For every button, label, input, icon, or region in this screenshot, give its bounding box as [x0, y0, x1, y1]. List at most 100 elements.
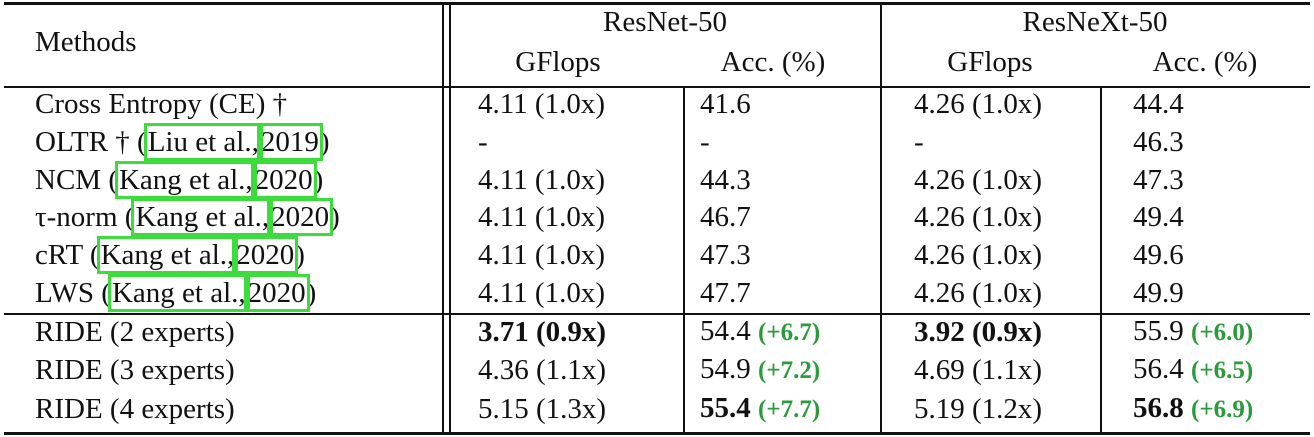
cell-value: -: [700, 126, 710, 158]
method-close: ): [313, 164, 324, 196]
cell-value: 49.6: [1133, 239, 1184, 271]
cell-value: 49.4: [1133, 201, 1184, 233]
cell-gain: (+7.2): [758, 357, 821, 384]
method: Cross Entropy (CE) †: [35, 87, 287, 121]
cell: 54.9 (+7.2): [700, 352, 820, 388]
cell-value: 47.3: [700, 239, 751, 271]
cell-value: -: [914, 126, 924, 158]
citation-author: Kang et al.,: [107, 274, 250, 312]
cell: -: [914, 125, 924, 159]
method: RIDE (3 experts): [35, 353, 235, 387]
cell-value: 4.26 (1.0x): [914, 277, 1043, 309]
cell-value: 5.19 (1.2x): [914, 393, 1043, 425]
cell: 47.3: [1133, 163, 1184, 197]
method: RIDE (4 experts): [35, 392, 235, 426]
method-name: τ-norm (: [35, 201, 135, 233]
header-column: GFlops: [515, 46, 601, 78]
cell: 47.7: [700, 276, 751, 310]
header-column: GFlops: [947, 46, 1033, 78]
citation-year: 2020: [267, 198, 334, 236]
cell: -: [478, 125, 488, 159]
rule: [683, 88, 685, 432]
cell: 46.7: [700, 200, 751, 234]
cell-value: 44.3: [700, 164, 751, 196]
cell: 56.8 (+6.9): [1133, 391, 1253, 427]
citation-year: 2020: [232, 236, 299, 274]
cell: 44.4: [1133, 87, 1184, 121]
cell: 4.26 (1.0x): [914, 163, 1042, 197]
citation-year: 2020: [243, 274, 310, 312]
cell-value: 47.7: [700, 277, 751, 309]
cell-value: 54.4: [700, 315, 751, 347]
method: NCM (Kang et al.,2020): [35, 161, 324, 199]
cell: 4.36 (1.1x): [478, 353, 606, 387]
cell: 47.3: [700, 238, 751, 272]
cell-value: 4.11 (1.0x): [478, 277, 605, 309]
cell-gain: (+6.5): [1191, 357, 1254, 384]
cell-value: 47.3: [1133, 164, 1184, 196]
method: τ-norm (Kang et al.,2020): [35, 198, 340, 236]
header-column: Acc. (%): [720, 46, 826, 78]
cell: 4.11 (1.0x): [478, 200, 605, 234]
cell-value: 56.8: [1133, 392, 1184, 424]
cell: 3.71 (0.9x): [478, 315, 606, 349]
rule: [4, 2, 1310, 5]
cell-value: 46.3: [1133, 126, 1184, 158]
cell-value: 4.11 (1.0x): [478, 164, 605, 196]
cell-value: 4.26 (1.0x): [914, 239, 1043, 271]
cell-value: -: [478, 126, 488, 158]
cell-value: 4.69 (1.1x): [914, 354, 1043, 386]
method-close: ): [319, 126, 330, 158]
cell: 4.11 (1.0x): [478, 238, 605, 272]
cell: 4.11 (1.0x): [478, 163, 605, 197]
cell-value: 5.15 (1.3x): [478, 393, 607, 425]
method: cRT (Kang et al.,2020): [35, 236, 305, 274]
cell-gain: (+7.7): [758, 396, 821, 423]
cell-value: 49.9: [1133, 277, 1184, 309]
method-close: ): [330, 201, 340, 233]
cell: 44.3: [700, 163, 751, 197]
cell: 49.4: [1133, 200, 1184, 234]
cell: 46.3: [1133, 125, 1184, 159]
cell: 55.4 (+7.7): [700, 391, 820, 427]
method: OLTR † (Liu et al.,2019): [35, 123, 330, 161]
cell-value: 3.92 (0.9x): [914, 316, 1043, 348]
method: RIDE (2 experts): [35, 315, 235, 349]
method-name: RIDE (4 experts): [35, 393, 235, 425]
cell: 4.26 (1.0x): [914, 87, 1042, 121]
citation-author: Kang et al.,: [96, 236, 239, 274]
cell-value: 3.71 (0.9x): [478, 316, 607, 348]
header-methods: Methods: [35, 26, 137, 58]
cell: 3.92 (0.9x): [914, 315, 1042, 349]
header-group: ResNet-50: [602, 6, 728, 38]
cell-gain: (+6.7): [758, 319, 821, 346]
cell: 4.11 (1.0x): [478, 87, 605, 121]
citation-author: Liu et al.,: [143, 123, 263, 161]
cell-value: 4.11 (1.0x): [478, 239, 605, 271]
rule: [1100, 88, 1102, 432]
rule: [4, 86, 1310, 88]
rule: [449, 2, 451, 432]
cell: 4.26 (1.0x): [914, 238, 1042, 272]
cell: 55.9 (+6.0): [1133, 314, 1253, 350]
cell-value: 46.7: [700, 201, 751, 233]
header-group: ResNeXt-50: [1022, 6, 1168, 38]
method-name: Cross Entropy (CE) †: [35, 88, 288, 120]
cell-value: 54.9: [700, 353, 751, 385]
header-column: Acc. (%): [1152, 46, 1258, 78]
cell: 54.4 (+6.7): [700, 314, 820, 350]
method-name: cRT (: [35, 239, 100, 271]
cell-value: 4.26 (1.0x): [914, 201, 1043, 233]
method-close: ): [295, 239, 305, 271]
cell-value: 41.6: [700, 88, 751, 120]
cell-value: 4.11 (1.0x): [478, 88, 605, 120]
citation-year: 2019: [256, 123, 323, 161]
cell: 56.4 (+6.5): [1133, 352, 1253, 388]
rule: [4, 432, 1310, 435]
cell: 4.11 (1.0x): [478, 276, 605, 310]
cell-gain: (+6.0): [1191, 319, 1254, 346]
citation-year: 2020: [250, 161, 317, 199]
method-name: OLTR † (: [35, 126, 147, 158]
rule: [442, 2, 444, 432]
